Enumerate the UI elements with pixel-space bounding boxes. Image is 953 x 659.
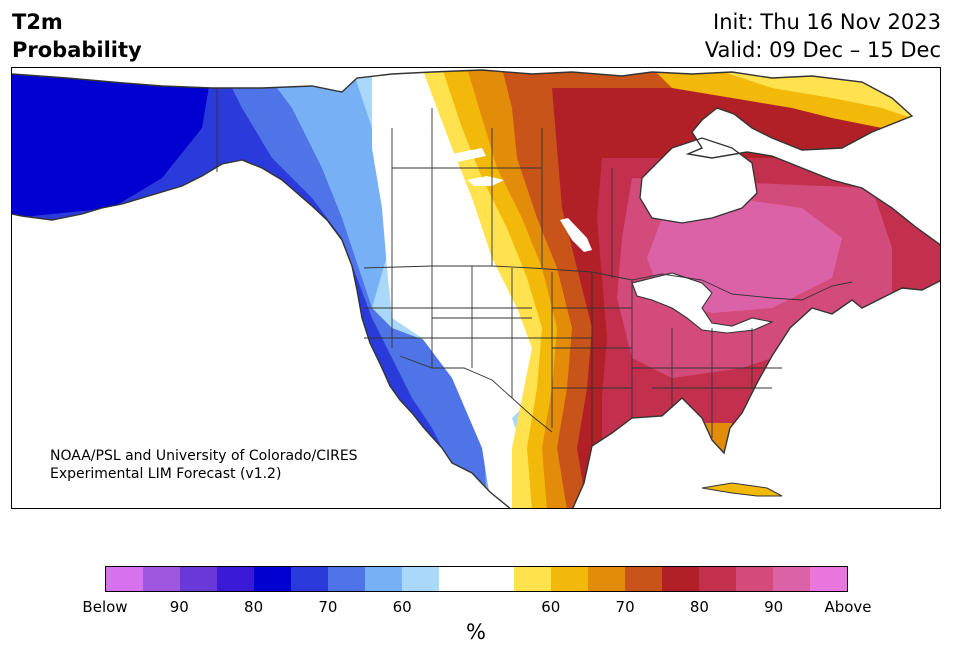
- colorbar-swatch: [254, 567, 292, 591]
- colorbar-tick-label: 60: [392, 598, 412, 616]
- colorbar-swatch: [143, 567, 181, 591]
- state-lines-east: [632, 328, 782, 438]
- title-line-1: T2m: [12, 10, 63, 34]
- colorbar-swatch: [698, 567, 736, 591]
- state-lines-west: [364, 266, 592, 398]
- colorbar-tick-label: 80: [689, 598, 709, 616]
- colorbar-swatch: [402, 567, 440, 591]
- credit-line-2: Experimental LIM Forecast (v1.2): [50, 466, 282, 482]
- colorbar-swatch: [328, 567, 366, 591]
- colorbar: [105, 566, 848, 592]
- colorbar-swatch: [661, 567, 699, 591]
- colorbar-swatch: [809, 567, 847, 591]
- title-line-2: Probability: [12, 38, 142, 62]
- colorbar-tick-label: 70: [615, 598, 635, 616]
- colorbar-swatch: [106, 567, 144, 591]
- us-canada-border: [363, 265, 853, 301]
- colorbar-tick-label: Above: [824, 598, 872, 616]
- borders: [216, 88, 853, 446]
- great-lakes: [631, 272, 774, 334]
- credit-text: NOAA/PSL and University of Colorado/CIRE…: [50, 447, 358, 483]
- credit-line-1: NOAA/PSL and University of Colorado/CIRE…: [50, 448, 358, 464]
- state-lines-central: [551, 272, 633, 446]
- colorbar-swatch: [624, 567, 662, 591]
- colorbar-tick-label: Below: [82, 598, 128, 616]
- colorbar-unit: %: [466, 620, 486, 644]
- coastline: [12, 69, 940, 508]
- colorbar-swatch: [217, 567, 255, 591]
- colorbar-tick-label: 70: [318, 598, 338, 616]
- colorbar-swatch: [476, 567, 514, 591]
- cuba: [701, 482, 783, 497]
- great-slave-lake: [427, 148, 486, 162]
- colorbar-swatch: [291, 567, 329, 591]
- colorbar-swatch: [550, 567, 588, 591]
- probability-map: NOAA/PSL and University of Colorado/CIRE…: [11, 67, 941, 509]
- band-blue-darkest: [12, 70, 212, 218]
- colorbar-swatch: [772, 567, 810, 591]
- colorbar-tick-label: 90: [169, 598, 189, 616]
- colorbar-tick-label: 90: [764, 598, 784, 616]
- band-neutral: [372, 70, 532, 508]
- map-svg: [12, 68, 940, 508]
- colorbar-swatch: [365, 567, 403, 591]
- great-bear-lake: [467, 176, 504, 186]
- init-date: Init: Thu 16 Nov 2023: [713, 10, 941, 34]
- chart-title: T2m Probability: [12, 8, 142, 64]
- colorbar-swatch: [180, 567, 218, 591]
- lake-winnipeg: [560, 218, 592, 252]
- colorbar-tick-label: 60: [541, 598, 561, 616]
- colorbar-swatch: [439, 567, 477, 591]
- forecast-dates: Init: Thu 16 Nov 2023 Valid: 09 Dec – 15…: [705, 8, 941, 64]
- province-lines: [391, 108, 613, 278]
- valid-range: Valid: 09 Dec – 15 Dec: [704, 38, 941, 62]
- colorbar-tick-label: 80: [244, 598, 264, 616]
- colorbar-swatch: [513, 567, 551, 591]
- colorbar-ticks: Below 90 80 70 60 60 70 80 90 Above: [0, 598, 953, 620]
- colorbar-swatch: [735, 567, 773, 591]
- colorbar-swatch: [587, 567, 625, 591]
